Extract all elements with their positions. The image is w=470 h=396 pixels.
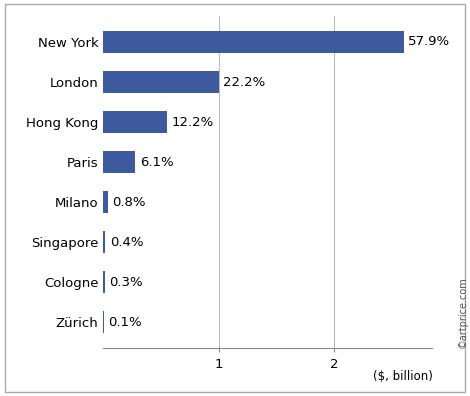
- Text: 0.1%: 0.1%: [109, 316, 142, 329]
- Text: 6.1%: 6.1%: [140, 156, 173, 169]
- Bar: [103, 31, 404, 53]
- Bar: [103, 111, 167, 133]
- Text: 57.9%: 57.9%: [408, 36, 450, 48]
- Text: 0.3%: 0.3%: [110, 276, 143, 289]
- Text: 0.8%: 0.8%: [112, 196, 146, 209]
- Text: ($, billion): ($, billion): [373, 370, 432, 383]
- Text: 0.4%: 0.4%: [110, 236, 144, 249]
- Bar: [103, 151, 135, 173]
- Bar: [103, 71, 219, 93]
- Bar: [103, 231, 105, 253]
- Bar: [103, 311, 104, 333]
- Text: 22.2%: 22.2%: [223, 76, 266, 89]
- Text: ©artprice.com: ©artprice.com: [458, 277, 468, 348]
- Bar: [103, 191, 108, 213]
- Text: 12.2%: 12.2%: [172, 116, 214, 129]
- Bar: [103, 271, 105, 293]
